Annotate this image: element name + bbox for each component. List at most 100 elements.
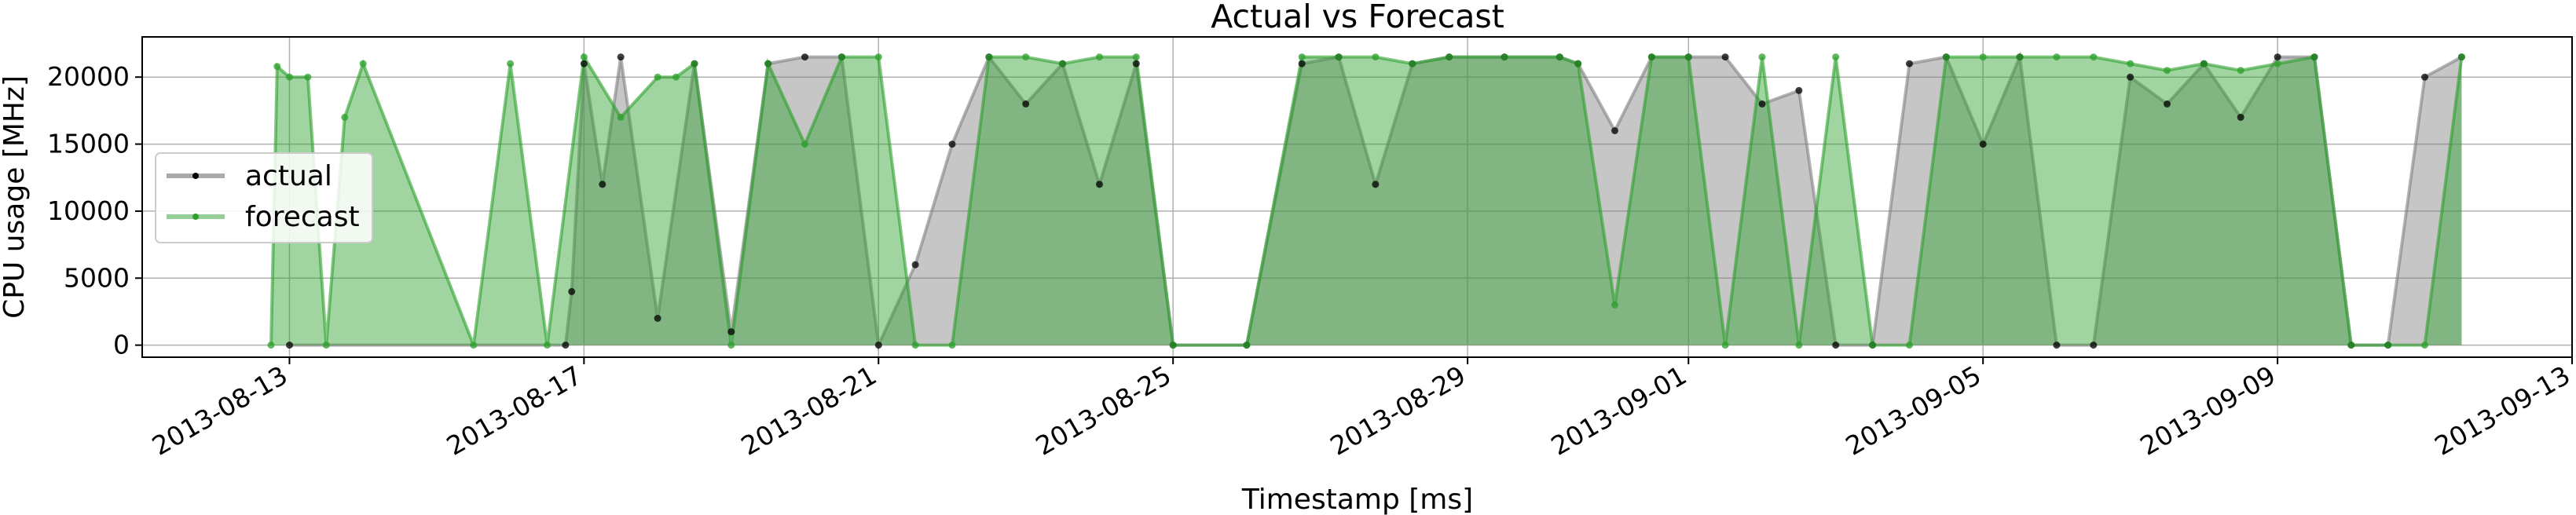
forecast-point (341, 113, 349, 121)
actual-point (1758, 100, 1766, 108)
actual-point (1721, 53, 1729, 61)
forecast-series-fill (269, 52, 2464, 347)
actual-point (1906, 60, 1913, 68)
plot-area (267, 50, 2465, 351)
actual-point (2274, 53, 2281, 61)
actual-point (1832, 342, 1840, 349)
actual-point (801, 53, 808, 61)
forecast-point (1758, 53, 1766, 61)
forecast-point (322, 342, 330, 349)
forecast-point (1132, 53, 1140, 61)
forecast-point (654, 73, 661, 81)
forecast-point (1169, 342, 1177, 349)
forecast-point (1096, 53, 1103, 61)
forecast-point (727, 342, 735, 349)
forecast-point (2310, 53, 2318, 61)
forecast-point (580, 53, 588, 61)
forecast-point (2384, 342, 2392, 349)
actual-point (2237, 113, 2244, 121)
forecast-series-points (267, 53, 2465, 349)
forecast-point (764, 60, 772, 68)
forecast-point (617, 113, 625, 121)
actual-point (599, 181, 606, 188)
actual-point (2090, 342, 2098, 349)
actual-point (2421, 73, 2428, 81)
forecast-point (2053, 53, 2061, 61)
forecast-point (691, 60, 698, 68)
actual-point (1132, 60, 1140, 68)
forecast-point (1022, 53, 1030, 61)
forecast-point (1647, 53, 1655, 61)
forecast-point (1832, 53, 1840, 61)
forecast-point (911, 342, 919, 349)
forecast-point (2016, 53, 2024, 61)
actual-point (1611, 127, 1618, 134)
actual-point (1795, 86, 1803, 94)
forecast-point (1942, 53, 1950, 61)
y-axis-label: CPU usage [MHz] (0, 75, 31, 319)
forecast-point (286, 73, 293, 81)
y-tick-label: 15000 (47, 129, 130, 159)
forecast-point (1684, 53, 1692, 61)
forecast-point (470, 342, 478, 349)
forecast-point (1298, 53, 1306, 61)
actual-point (1979, 141, 1987, 148)
forecast-point (2237, 67, 2244, 75)
forecast-point (672, 73, 680, 81)
forecast-point (2090, 53, 2098, 61)
forecast-point (948, 342, 956, 349)
forecast-area (271, 57, 2462, 345)
y-tick-label: 10000 (47, 195, 130, 226)
forecast-point (1409, 60, 1416, 68)
forecast-point (1555, 53, 1563, 61)
forecast-point (985, 53, 993, 61)
chart-title: Actual vs Forecast (1211, 0, 1504, 35)
actual-point (568, 287, 576, 295)
y-tick-label: 0 (113, 330, 130, 360)
actual-point (948, 141, 956, 148)
forecast-point (2164, 67, 2171, 75)
actual-point (1022, 100, 1030, 108)
actual-point (1298, 60, 1306, 68)
forecast-point (1906, 342, 1913, 349)
plot-frame (141, 36, 2573, 358)
forecast-point (1574, 60, 1582, 68)
actual-point (2127, 73, 2134, 81)
forecast-point (874, 53, 882, 61)
forecast-point (544, 342, 551, 349)
actual-point (562, 342, 570, 349)
actual-point (1096, 181, 1103, 188)
forecast-point (304, 73, 312, 81)
actual-point (2053, 342, 2061, 349)
forecast-point (2127, 60, 2134, 68)
actual-point (911, 261, 919, 268)
forecast-point (2457, 53, 2465, 61)
forecast-point (801, 141, 808, 148)
forecast-point (1611, 301, 1618, 309)
actual-point (874, 342, 882, 349)
forecast-point (273, 63, 281, 71)
legend-forecast-marker (192, 214, 199, 220)
y-axis-ticks: 0 5000 10000 15000 20000 (47, 61, 142, 360)
forecast-point (507, 60, 515, 68)
forecast-point (1979, 53, 1987, 61)
forecast-point (2200, 60, 2208, 68)
actual-point (580, 60, 588, 68)
forecast-point (1721, 342, 1729, 349)
actual-point (286, 342, 293, 349)
actual-point (617, 53, 625, 61)
forecast-point (1795, 342, 1803, 349)
actual-point (2164, 100, 2171, 108)
forecast-point (1446, 53, 1453, 61)
y-tick-label: 5000 (64, 262, 130, 293)
x-axis-label: Timestamp [ms] (1241, 484, 1473, 515)
forecast-point (1869, 342, 1877, 349)
actual-point (654, 315, 661, 322)
actual-point (727, 328, 735, 336)
forecast-point (1501, 53, 1508, 61)
forecast-point (1059, 60, 1067, 68)
y-tick-label: 20000 (47, 61, 130, 92)
